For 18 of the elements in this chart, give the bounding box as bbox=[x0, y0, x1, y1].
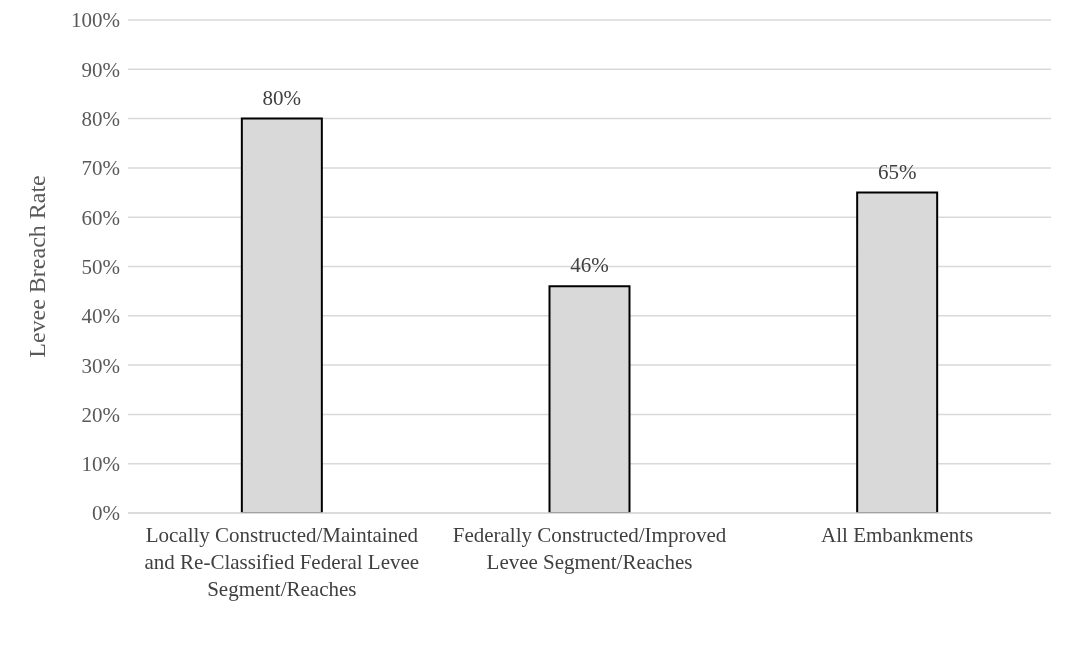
y-tick-label: 90% bbox=[81, 57, 120, 82]
y-tick-label: 50% bbox=[81, 254, 120, 279]
y-axis-title: Levee Breach Rate bbox=[23, 175, 50, 358]
x-tick-label: Locally Constructed/Maintained and Re-Classified Federal Levee Segment/Reaches bbox=[144, 522, 420, 601]
x-tick-label: All Embankments bbox=[821, 522, 974, 547]
data-label: 80% bbox=[262, 85, 302, 110]
y-tick-label: 10% bbox=[81, 452, 120, 477]
y-tick-label: 60% bbox=[81, 205, 120, 230]
y-tick-label: 20% bbox=[81, 402, 120, 427]
y-tick-label: 70% bbox=[81, 156, 120, 181]
y-tick-label: 30% bbox=[81, 353, 120, 378]
data-label: 46% bbox=[570, 253, 609, 278]
y-tick-label: 100% bbox=[71, 8, 120, 33]
x-tick-label: Federally Constructed/Improved Levee Segment/Reaches bbox=[452, 522, 727, 574]
data-label: 65% bbox=[877, 159, 917, 184]
y-tick-label: 40% bbox=[81, 304, 120, 329]
y-tick-label: 80% bbox=[81, 107, 120, 132]
y-tick-label: 0% bbox=[92, 501, 120, 526]
